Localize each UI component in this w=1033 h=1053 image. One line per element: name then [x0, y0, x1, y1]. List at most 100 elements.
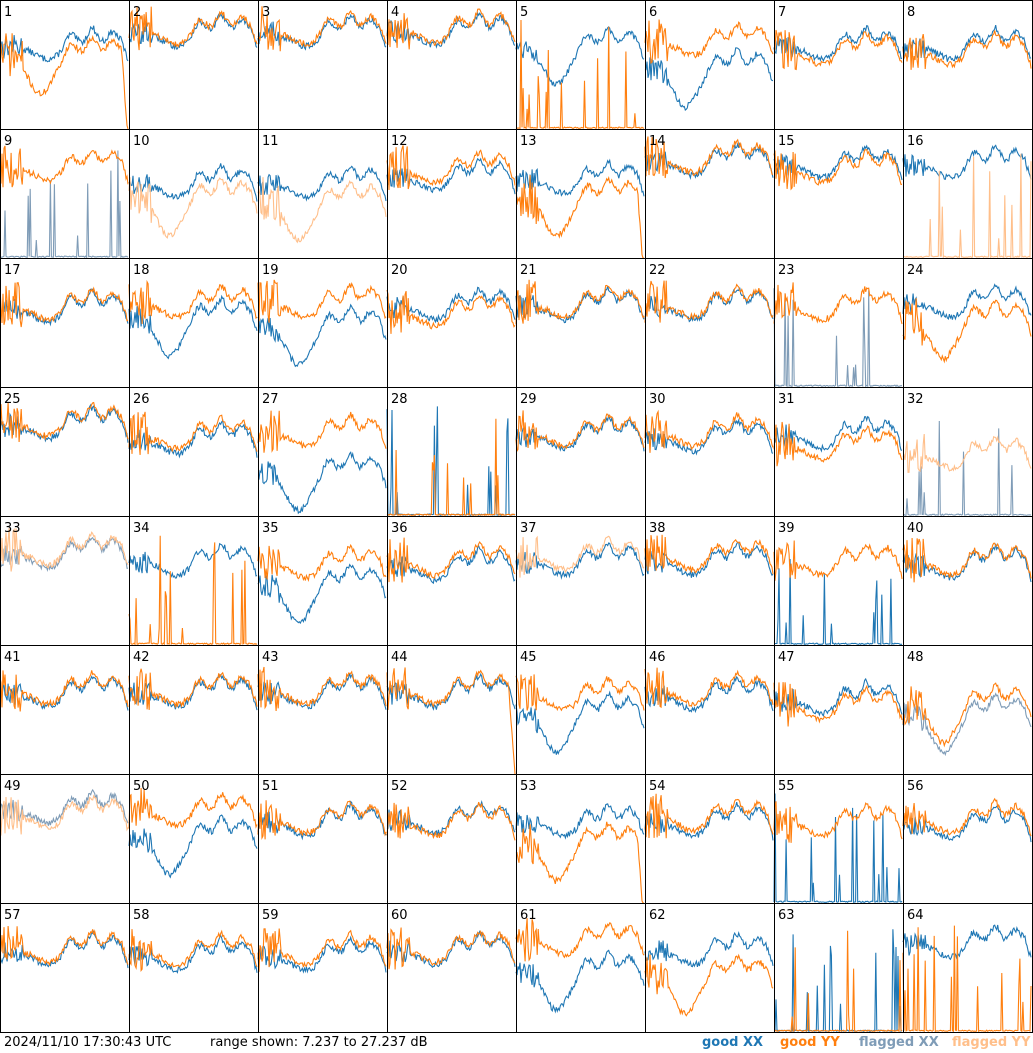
panel-27-xx-line [257, 451, 387, 515]
panel-55-xx-line [773, 793, 903, 904]
panel-1-yy-line [0, 33, 129, 130]
panel-50-xx-line [128, 814, 258, 879]
panel-33-number: 33 [4, 521, 21, 536]
panel-45-number: 45 [520, 650, 537, 665]
panel-62-number: 62 [649, 908, 666, 923]
panel-29: 29 [515, 387, 646, 517]
panel-53-xx-line [515, 803, 645, 840]
panel-39-yy-line [773, 540, 903, 581]
panel-47-xx-line [773, 677, 903, 718]
panel-20-number: 20 [391, 263, 408, 278]
legend-flagged-yy: flagged YY [952, 1035, 1031, 1050]
panel-21-yy-line [515, 279, 645, 325]
panel-31-xx-line [773, 415, 903, 453]
panel-64: 64 [902, 903, 1033, 1033]
panel-3-xx-line [257, 13, 387, 51]
panel-26-xx-line [128, 419, 258, 459]
panel-8-number: 8 [907, 5, 915, 20]
panel-3-yy-line [257, 6, 387, 52]
panel-52-yy-line [386, 801, 516, 841]
panel-18-xx-line [128, 294, 258, 360]
panel-54: 54 [644, 774, 775, 904]
panel-19-number: 19 [262, 263, 279, 278]
panel-23-xx-line [773, 288, 902, 388]
panel-55: 55 [773, 774, 904, 904]
panel-30-yy-line [644, 409, 774, 453]
panel-56-number: 56 [907, 779, 924, 794]
panel-34-number: 34 [133, 521, 150, 536]
panel-4-number: 4 [391, 5, 399, 20]
panel-59-xx-line [257, 935, 387, 974]
panel-20-yy-line [386, 289, 516, 334]
panel-48-number: 48 [907, 650, 924, 665]
panel-62-xx-line [644, 931, 774, 968]
panel-44-yy-line [386, 667, 516, 775]
panel-59-yy-line [257, 928, 387, 972]
panel-62-yy-line [644, 953, 774, 1017]
panel-29-number: 29 [520, 392, 537, 407]
panel-51-yy-line [257, 800, 387, 841]
panel-45-yy-line [515, 674, 645, 712]
panel-53-number: 53 [520, 779, 537, 794]
panel-40: 40 [902, 516, 1033, 646]
panel-1-xx-line [0, 25, 129, 63]
panel-16-yy-line [902, 153, 1032, 259]
panel-26-yy-line [128, 411, 258, 455]
panel-13-yy-line [515, 175, 644, 259]
panel-14-xx-line [644, 141, 774, 181]
panel-21-xx-line [515, 285, 645, 324]
panel-30-xx-line [644, 418, 774, 456]
panel-57-yy-line [0, 925, 129, 967]
panel-23-yy-line [773, 282, 903, 325]
panel-11-yy-line [257, 177, 387, 244]
panel-24-xx-line [902, 283, 1032, 321]
panel-38: 38 [644, 516, 775, 646]
panel-63-number: 63 [778, 908, 795, 923]
panel-52-number: 52 [391, 779, 408, 794]
panel-42-number: 42 [133, 650, 150, 665]
panel-61-xx-line [515, 949, 645, 1014]
panel-22-number: 22 [649, 263, 666, 278]
legend-good-yy: good YY [780, 1035, 840, 1050]
panel-19-yy-line [257, 279, 387, 323]
panel-35-xx-line [257, 563, 387, 625]
panel-28-number: 28 [391, 392, 408, 407]
panel-2-yy-line [128, 6, 258, 51]
panel-29-yy-line [515, 410, 645, 453]
panel-58-number: 58 [133, 908, 150, 923]
panel-32-xx-line [902, 420, 1032, 517]
panel-61: 61 [515, 903, 646, 1033]
panel-14-number: 14 [649, 134, 666, 149]
panel-9-number: 9 [4, 134, 12, 149]
panel-5-yy-line [515, 19, 645, 130]
panel-13-xx-line [515, 158, 645, 197]
panel-40-yy-line [902, 537, 1032, 583]
panel-22-yy-line [644, 280, 774, 323]
panel-56-yy-line [902, 797, 1032, 837]
panel-26-number: 26 [133, 392, 150, 407]
panel-6-number: 6 [649, 5, 657, 20]
panel-37-number: 37 [520, 521, 537, 536]
panel-5-number: 5 [520, 5, 528, 20]
panel-18-number: 18 [133, 263, 150, 278]
panel-40-number: 40 [907, 521, 924, 536]
panel-55-yy-line [773, 801, 903, 843]
panel-41-yy-line [0, 670, 129, 712]
panel-7-number: 7 [778, 5, 786, 20]
panel-64-xx-line [902, 924, 1032, 961]
panel-11-number: 11 [262, 134, 279, 149]
panel-7-yy-line [773, 29, 903, 71]
panel-28-yy-line [386, 418, 516, 517]
panel-54-yy-line [644, 793, 774, 839]
panel-39-number: 39 [778, 521, 795, 536]
panel-41-number: 41 [4, 650, 21, 665]
panel-36-number: 36 [391, 521, 408, 536]
panel-34-yy-line [128, 535, 258, 646]
panel-51-number: 51 [262, 779, 279, 794]
panel-43-xx-line [257, 672, 387, 710]
panel-53-yy-line [515, 821, 644, 904]
panel-6-yy-line [644, 19, 774, 65]
panel-38-number: 38 [649, 521, 666, 536]
panel-50-yy-line [128, 787, 258, 830]
panel-64-yy-line [902, 925, 1032, 1033]
